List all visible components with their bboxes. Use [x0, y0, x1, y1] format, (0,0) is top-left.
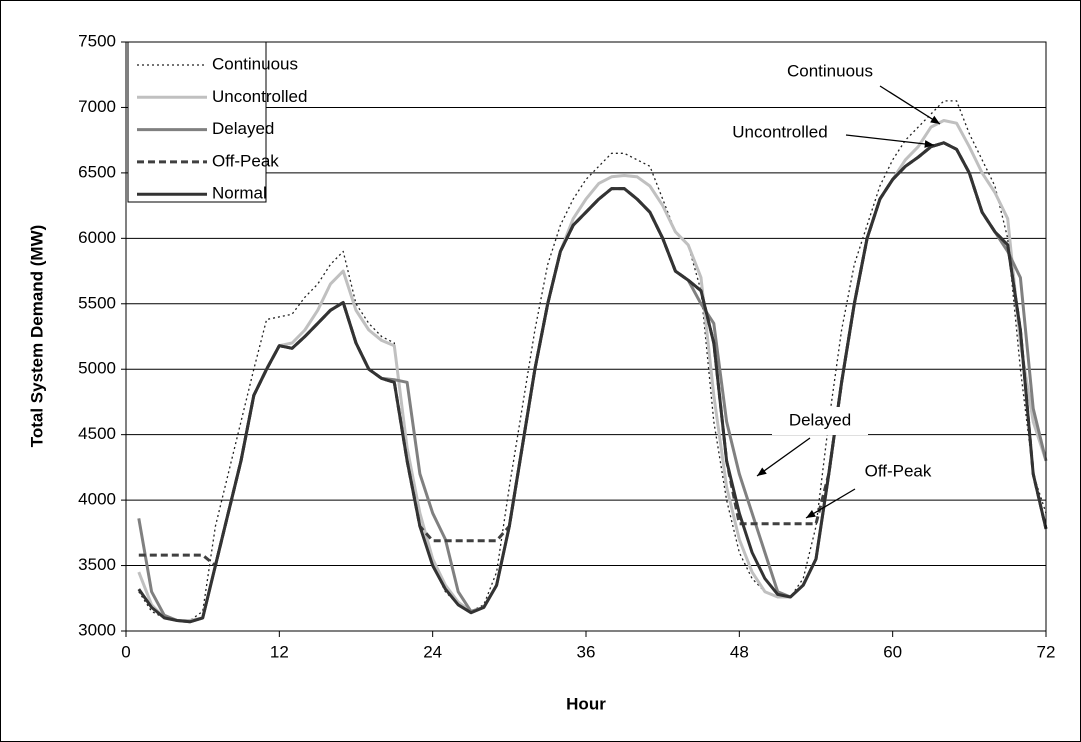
y-tick-label: 3500 [78, 555, 116, 574]
arrow-head [757, 467, 767, 476]
legend-box [127, 41, 267, 203]
y-tick-label: 4500 [78, 424, 116, 443]
arrow-head [806, 509, 816, 518]
y-axis-title: Total System Demand (MW) [27, 225, 46, 448]
y-tick-label: 5500 [78, 293, 116, 312]
x-tick-label: 36 [577, 642, 596, 661]
annotation: Off-Peak [865, 461, 932, 480]
x-tick-label: 72 [1037, 642, 1056, 661]
y-tick-label: 6500 [78, 162, 116, 181]
legend-label: Off-Peak [212, 151, 279, 170]
x-tick-label: 12 [270, 642, 289, 661]
arrow-head [930, 115, 940, 124]
y-tick-label: 6000 [78, 228, 116, 247]
x-tick-label: 60 [883, 642, 902, 661]
annotation-arrow [879, 85, 941, 125]
x-tick-label: 24 [423, 642, 442, 661]
x-tick-label: 48 [730, 642, 749, 661]
annotation-arrow [805, 488, 856, 519]
annotation-arrow [845, 134, 935, 146]
y-tick-label: 3000 [78, 620, 116, 639]
legend-label: Delayed [212, 119, 274, 138]
annotation-background [850, 458, 946, 486]
y-tick-label: 7000 [78, 97, 116, 116]
annotation: Uncontrolled [732, 122, 827, 141]
legend-label: Uncontrolled [212, 87, 307, 106]
y-tick-label: 7500 [78, 31, 116, 50]
y-tick-label: 5000 [78, 359, 116, 378]
series-line [137, 141, 1048, 624]
plot-border [125, 41, 1047, 632]
legend-label: Normal [212, 184, 267, 203]
x-axis-title: Hour [566, 694, 606, 713]
arrow-head [924, 140, 934, 148]
annotation: Continuous [787, 61, 873, 80]
x-tick-label: 0 [121, 642, 130, 661]
annotation-arrow [756, 437, 811, 477]
y-tick-label: 4000 [78, 490, 116, 509]
annotation-background [772, 407, 868, 435]
annotation: Delayed [789, 410, 851, 429]
legend-label: Continuous [212, 54, 298, 73]
